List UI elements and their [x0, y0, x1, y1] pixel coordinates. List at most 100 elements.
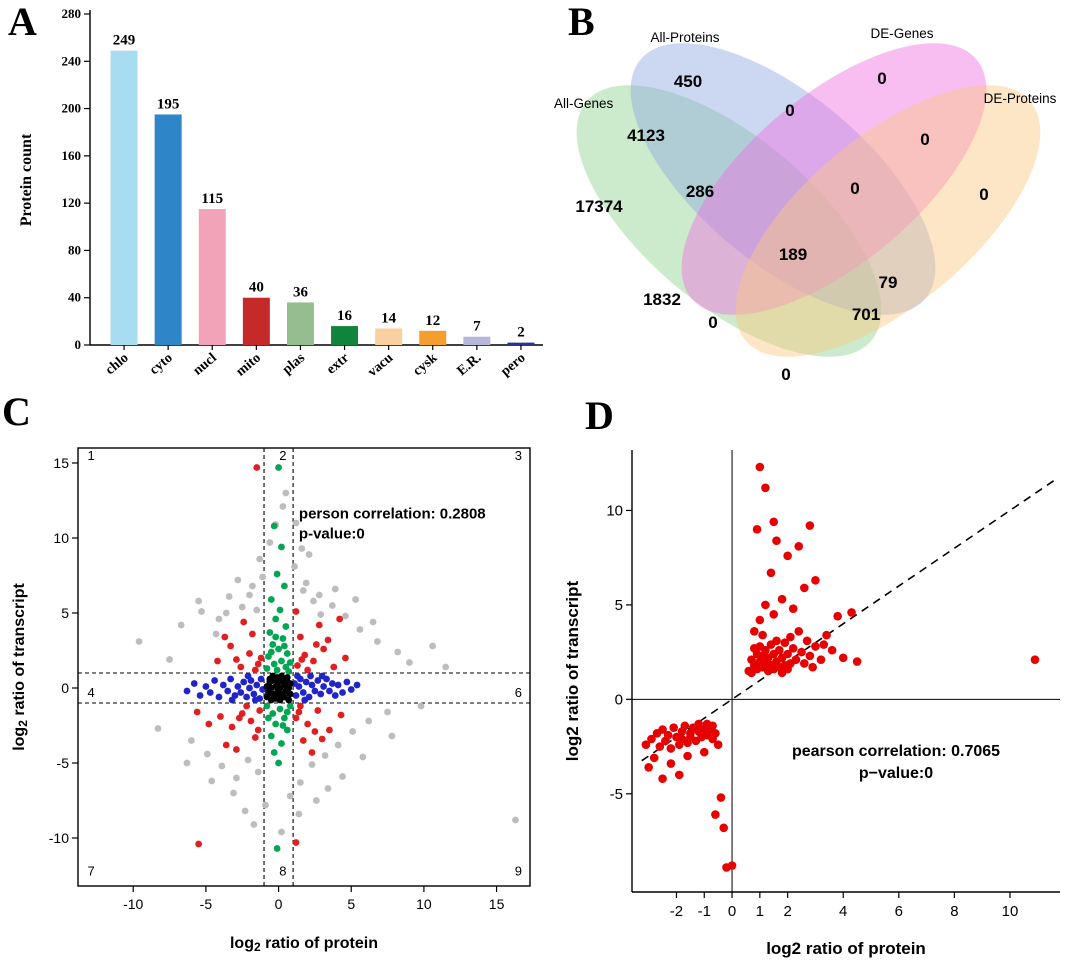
svg-text:5: 5	[61, 605, 69, 621]
svg-text:120: 120	[62, 195, 82, 210]
svg-text:10: 10	[53, 530, 69, 546]
svg-text:2: 2	[279, 448, 286, 463]
svg-text:0: 0	[61, 680, 69, 696]
venn-diagram-genes-proteins: All-Genes All-Proteins DE-Genes DE-Proteins…	[554, 26, 1057, 384]
svg-text:Protein count: Protein count	[18, 133, 35, 226]
bars: 249 chlo 195 cyto 115 nucl 40 mito 36 plas 16 extr 1…	[103, 33, 535, 380]
svg-text:1: 1	[87, 448, 94, 463]
svg-text:8: 8	[279, 864, 286, 879]
svg-text:16: 16	[337, 308, 353, 324]
svg-text:chlo: chlo	[103, 351, 132, 378]
svg-text:nucl: nucl	[191, 351, 220, 379]
svg-text:9: 9	[515, 864, 522, 879]
svg-text:40: 40	[68, 290, 81, 305]
svg-text:80: 80	[68, 242, 81, 257]
svg-text:7: 7	[87, 864, 94, 879]
series-unchanged	[263, 672, 294, 704]
svg-text:4: 4	[839, 903, 847, 920]
svg-text:-5: -5	[57, 755, 70, 771]
series-background	[135, 489, 519, 836]
svg-text:p-value:0: p-value:0	[299, 526, 365, 543]
svg-text:-10: -10	[49, 830, 69, 846]
panel-b-label: B	[568, 0, 595, 44]
panel-d-label: D	[585, 393, 614, 438]
svg-text:5: 5	[347, 896, 355, 912]
series-transcript-changed	[263, 464, 294, 852]
scatter-correlation-plot: -2 -1 0 1 2 4 6 8 10 -5 0 5 10 pearson correlation: 0…	[563, 450, 1060, 958]
svg-text:0: 0	[275, 896, 283, 912]
svg-text:280: 280	[62, 6, 82, 21]
svg-text:40: 40	[249, 280, 264, 296]
svg-text:450: 450	[674, 72, 702, 91]
svg-text:-5: -5	[200, 896, 213, 912]
svg-text:240: 240	[62, 53, 82, 68]
svg-text:1: 1	[756, 903, 764, 920]
scatter-axes: -2 -1 0 1 2 4 6 8 10 -5 0 5 10	[606, 450, 1060, 920]
svg-text:0: 0	[920, 130, 929, 149]
svg-text:-2: -2	[670, 903, 683, 920]
svg-text:All-Proteins: All-Proteins	[650, 30, 719, 45]
svg-text:8: 8	[950, 903, 958, 920]
svg-text:36: 36	[293, 284, 309, 300]
svg-text:4: 4	[87, 685, 94, 700]
venn-region-counts: 450 0 4123 0 0 17374 286 0 0 189 1832 701 0 79 0	[575, 69, 988, 384]
svg-text:0: 0	[728, 903, 736, 920]
svg-text:195: 195	[157, 96, 180, 112]
quadrant-labels: 1 2 3 4 6 7 8 9	[87, 448, 522, 879]
svg-text:0: 0	[850, 179, 859, 198]
venn-set-labels: All-Genes All-Proteins DE-Genes DE-Proteins	[554, 26, 1057, 111]
scatter-points	[135, 464, 519, 852]
svg-text:0: 0	[75, 337, 82, 352]
svg-text:200: 200	[62, 101, 82, 116]
svg-text:3: 3	[515, 448, 522, 463]
svg-text:-1: -1	[698, 903, 711, 920]
venn-ellipses	[576, 43, 1041, 357]
scatter-quadrant-plot: -10 -5 0 5 10 15 -10 -5 0 5 10 15 1 2 3 4 6 7 8 9 person cor…	[11, 447, 531, 954]
svg-text:0: 0	[877, 69, 886, 88]
svg-text:0: 0	[979, 185, 988, 204]
svg-text:pearson correlation: 0.7065: pearson correlation: 0.7065	[792, 743, 1000, 760]
svg-text:p−value:0: p−value:0	[859, 765, 933, 782]
svg-text:12: 12	[425, 313, 440, 329]
svg-text:17374: 17374	[575, 197, 623, 216]
svg-text:DE-Proteins: DE-Proteins	[984, 91, 1057, 106]
svg-text:115: 115	[201, 191, 223, 207]
svg-text:0: 0	[615, 692, 623, 709]
svg-text:79: 79	[879, 273, 898, 292]
svg-text:cysk: cysk	[410, 350, 440, 379]
bar-axes: 0 40 80 120 160 200 240 280 Protein count	[18, 6, 543, 352]
svg-text:249: 249	[113, 33, 136, 49]
series-protein-changed	[183, 672, 361, 704]
svg-text:0: 0	[708, 313, 717, 332]
svg-text:log2 ratio of transcript: log2 ratio of transcript	[563, 580, 582, 761]
svg-text:DE-Genes: DE-Genes	[870, 26, 933, 41]
svg-text:10: 10	[416, 896, 432, 912]
svg-text:6: 6	[895, 903, 903, 920]
svg-text:160: 160	[62, 148, 82, 163]
svg-text:cyto: cyto	[147, 351, 176, 378]
svg-text:701: 701	[852, 305, 880, 324]
correlation-annotation: person correlation: 0.2808 p-value:0	[299, 506, 486, 543]
svg-text:-5: -5	[610, 786, 623, 803]
series-both-changed	[193, 464, 349, 848]
svg-text:6: 6	[515, 685, 522, 700]
svg-text:All-Genes: All-Genes	[554, 96, 614, 111]
scatter-points	[641, 462, 1040, 872]
svg-text:5: 5	[615, 597, 623, 614]
svg-text:E.R.: E.R.	[455, 351, 485, 379]
svg-text:plas: plas	[280, 350, 309, 377]
svg-text:2: 2	[783, 903, 791, 920]
svg-text:7: 7	[473, 319, 481, 335]
svg-text:mito: mito	[233, 351, 263, 380]
svg-text:0: 0	[781, 365, 790, 384]
svg-text:log2 ratio of transcript: log2 ratio of transcript	[11, 583, 30, 751]
svg-text:10: 10	[606, 503, 623, 520]
panel-c-label: C	[2, 389, 31, 434]
svg-text:log2 ratio of protein: log2 ratio of protein	[766, 939, 926, 958]
correlation-annotation: pearson correlation: 0.7065 p−value:0	[792, 743, 1000, 782]
svg-text:vacu: vacu	[365, 350, 396, 380]
svg-text:log2 ratio of protein: log2 ratio of protein	[230, 935, 378, 954]
svg-text:286: 286	[686, 182, 714, 201]
svg-text:15: 15	[489, 896, 505, 912]
